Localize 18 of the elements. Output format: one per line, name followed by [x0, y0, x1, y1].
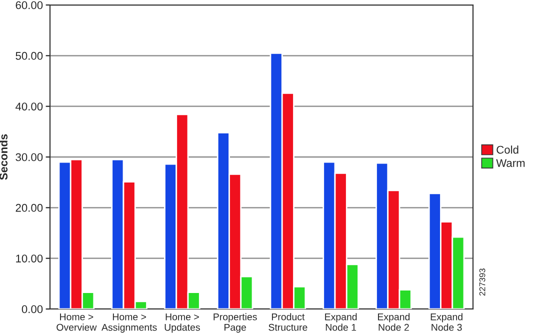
legend-label: Warm: [496, 159, 525, 167]
y-tick-label: 60.00: [16, 1, 43, 10]
x-tick-label: Expand Node 2: [378, 313, 410, 331]
x-tick-label: Home > Assignments: [102, 314, 157, 333]
y-tick-label: 30.00: [16, 153, 43, 162]
x-tick-label: Home > Updates: [164, 314, 200, 333]
x-tick-label: Properties Page: [214, 313, 257, 333]
y-tick-label: 40.00: [16, 102, 43, 110]
legend-label: Cold: [496, 146, 518, 154]
x-tick-label: Product Structure: [268, 313, 308, 331]
y-tick-label: 20.00: [16, 204, 43, 212]
y-tick-label: 10.00: [16, 254, 43, 262]
text: 227393: [479, 268, 486, 296]
y-tick-label: 0.00: [22, 305, 43, 314]
x-tick-label: Expand Node 3: [430, 313, 462, 331]
y-tick-label: 50.00: [16, 52, 43, 60]
x-tick-label: Expand Node 1: [325, 313, 357, 331]
x-tick-label: Home > Overview: [56, 314, 97, 331]
